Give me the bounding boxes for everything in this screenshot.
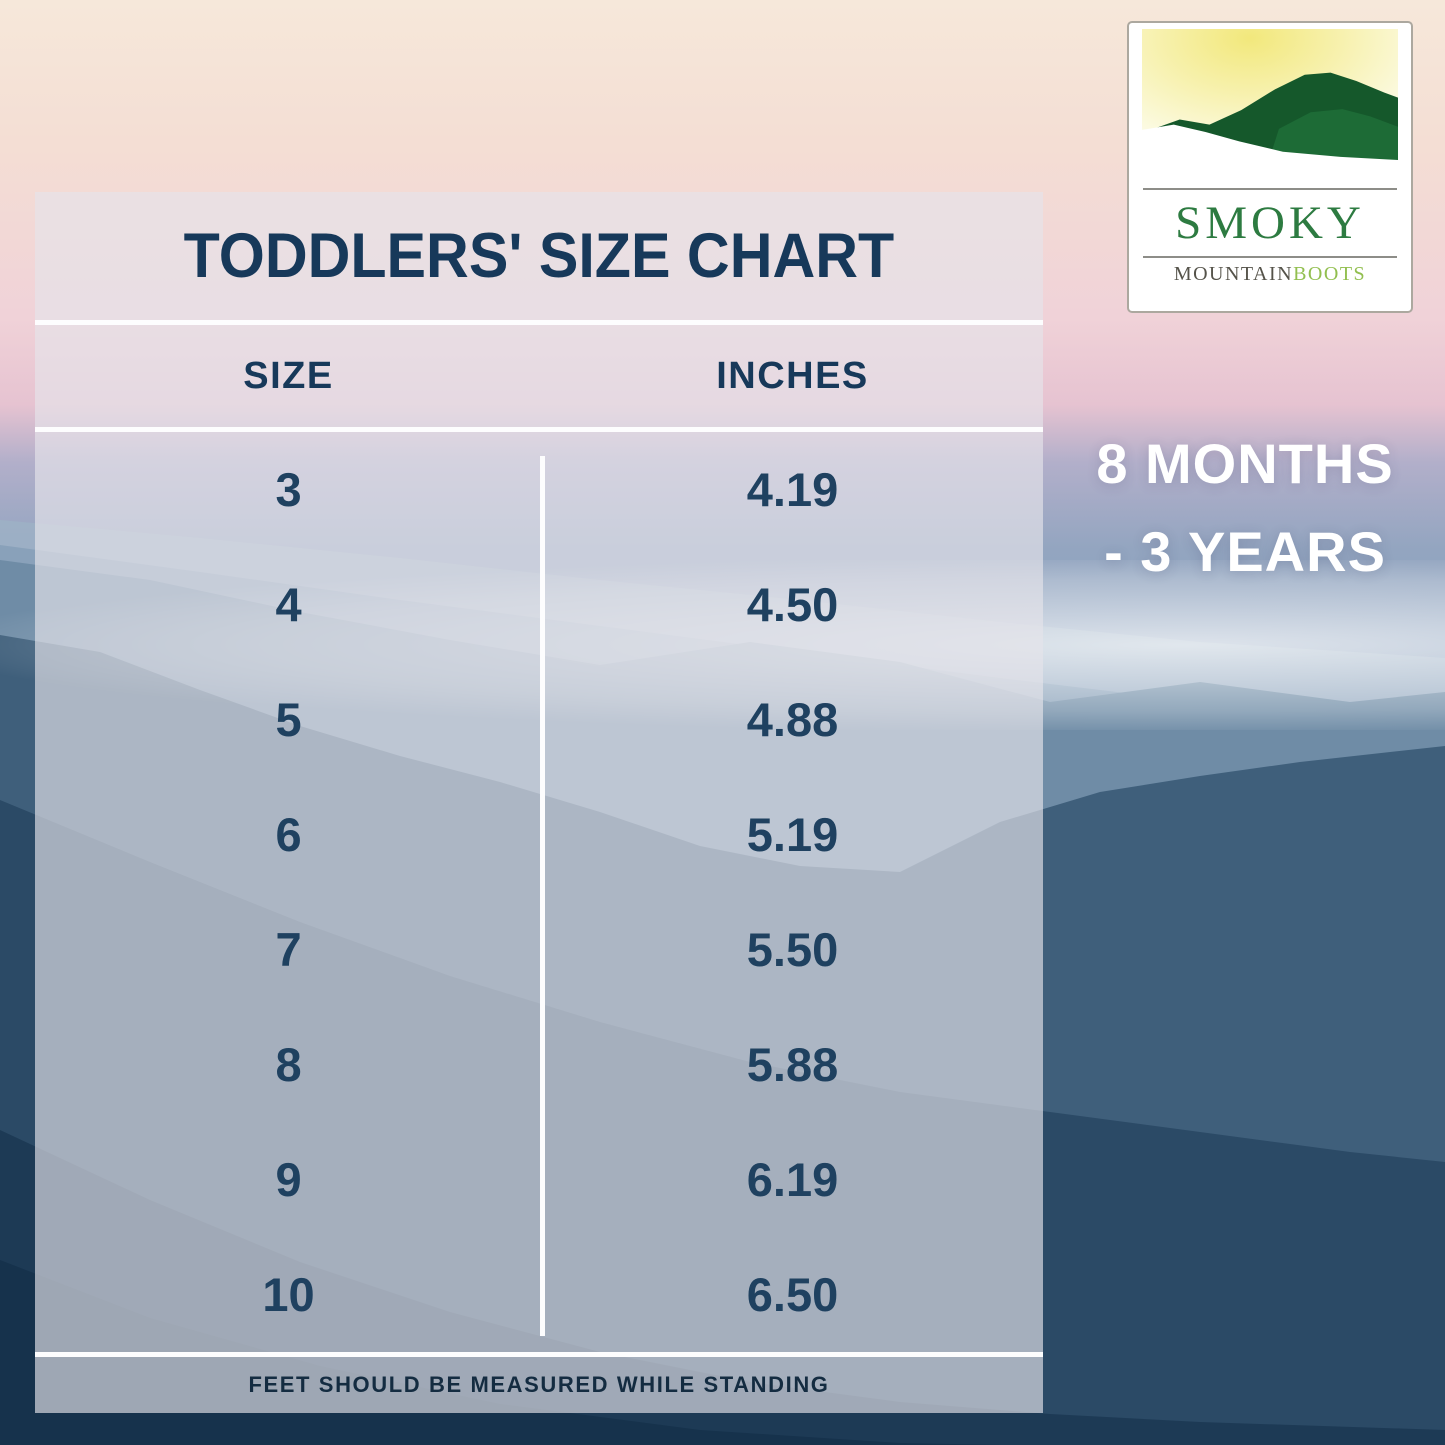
brand-subname-mountain: MOUNTAIN [1173, 263, 1294, 285]
column-header-row: SIZE INCHES [35, 325, 1043, 427]
brand-logo: SMOKY MOUNTAINBOOTS [1127, 21, 1413, 313]
table-row: 5 4.88 [35, 662, 1043, 777]
chart-title: TODDLERS' SIZE CHART [183, 221, 895, 291]
logo-mountain-icon [1142, 29, 1398, 185]
inches-value: 5.88 [746, 1038, 839, 1091]
inches-value: 6.19 [746, 1153, 839, 1206]
inches-value: 5.19 [746, 808, 839, 861]
divider-line-header [35, 427, 1043, 432]
logo-divider [1143, 256, 1397, 258]
size-value: 5 [275, 693, 302, 746]
divider-line-top [35, 320, 1043, 325]
footnote: FEET SHOULD BE MEASURED WHILE STANDING [248, 1372, 830, 1397]
size-chart-panel: TODDLERS' SIZE CHART SIZE INCHES 3 4.19 … [35, 192, 1043, 1413]
size-value: 9 [275, 1153, 302, 1206]
table-row: 7 5.50 [35, 892, 1043, 1007]
inches-value: 4.50 [746, 578, 839, 631]
inches-value: 4.88 [746, 693, 839, 746]
table-body: 3 4.19 4 4.50 5 4.88 6 5.19 7 5.50 8 5.8… [35, 432, 1043, 1352]
table-row: 4 4.50 [35, 547, 1043, 662]
size-value: 6 [275, 808, 302, 861]
title-area: TODDLERS' SIZE CHART [35, 192, 1043, 320]
inches-value: 6.50 [746, 1268, 839, 1321]
inches-value: 4.19 [746, 463, 839, 516]
column-header-inches: INCHES [716, 354, 869, 397]
table-row: 10 6.50 [35, 1237, 1043, 1352]
divider-line-bottom [35, 1352, 1043, 1357]
table-row: 6 5.19 [35, 777, 1043, 892]
inches-value: 5.50 [746, 923, 839, 976]
size-value: 7 [275, 923, 302, 976]
table-row: 9 6.19 [35, 1122, 1043, 1237]
column-header-size: SIZE [243, 354, 334, 397]
table-row: 8 5.88 [35, 1007, 1043, 1122]
size-value: 4 [275, 578, 302, 631]
table-row: 3 4.19 [35, 432, 1043, 547]
logo-divider [1143, 188, 1397, 190]
brand-subname-boots: BOOTS [1293, 263, 1367, 285]
size-value: 8 [275, 1038, 302, 1091]
size-value: 3 [275, 463, 302, 516]
age-range-line2: - 3 YEARS [1104, 520, 1386, 583]
brand-name: SMOKY [1175, 197, 1365, 249]
size-value: 10 [262, 1268, 315, 1321]
column-divider [539, 456, 545, 1336]
age-range: 8 MONTHS - 3 YEARS [1050, 420, 1440, 596]
brand-subname: MOUNTAINBOOTS [1142, 261, 1398, 287]
age-range-line1: 8 MONTHS [1096, 432, 1394, 495]
